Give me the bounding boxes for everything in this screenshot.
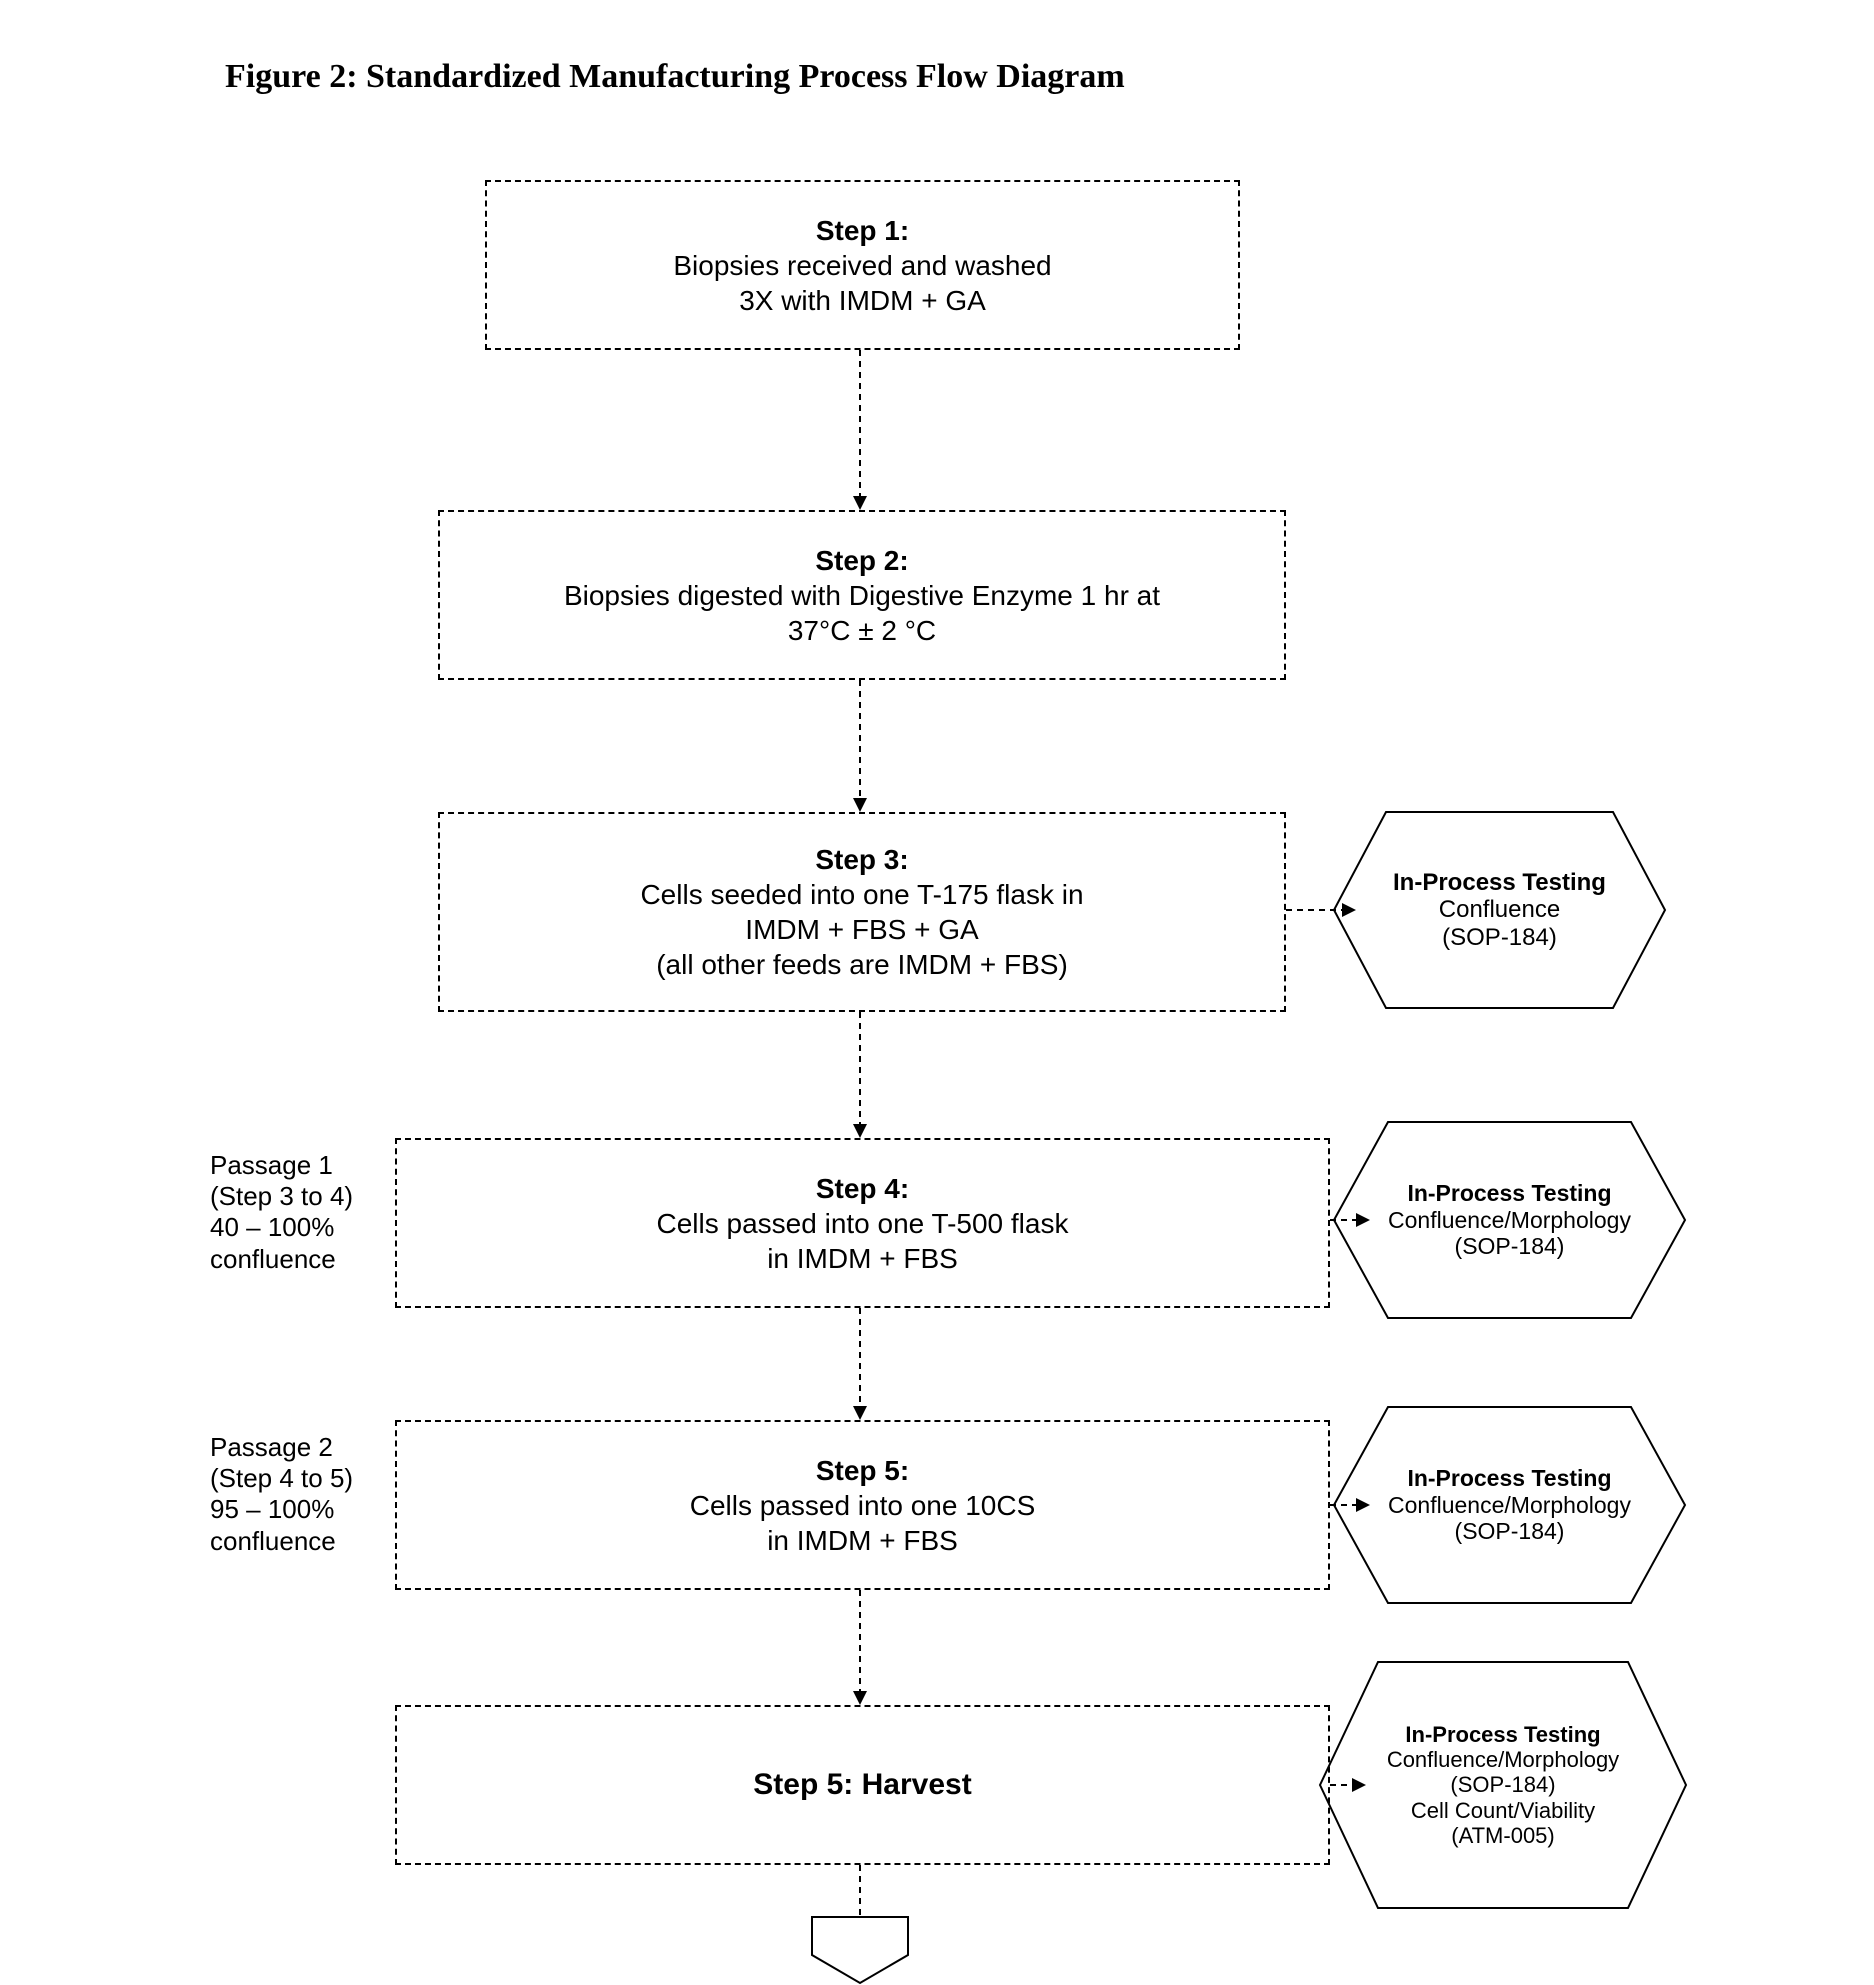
page: Figure 2: Standardized Manufacturing Pro… xyxy=(0,0,1874,1974)
step-5-box: Step 5: Cells passed into one 10CS in IM… xyxy=(395,1420,1330,1590)
hex-step4-head: In-Process Testing xyxy=(1407,1180,1611,1206)
hex-step6-line-1: Confluence/Morphology xyxy=(1387,1747,1619,1772)
step-1-line-2: 3X with IMDM + GA xyxy=(739,283,986,318)
step-4-line-1: Cells passed into one T-500 flask xyxy=(657,1206,1069,1241)
hex-step6-head: In-Process Testing xyxy=(1405,1722,1600,1747)
step-3-line-1: Cells seeded into one T-175 flask in xyxy=(640,877,1083,912)
hex-step5-head: In-Process Testing xyxy=(1407,1465,1611,1491)
step-1-head: Step 1: xyxy=(816,213,909,248)
hex-step3: In-Process Testing Confluence (SOP-184) xyxy=(1332,810,1667,1010)
arrow-step3-step4 xyxy=(849,1012,871,1138)
step-3-head: Step 3: xyxy=(815,842,908,877)
step-3-box: Step 3: Cells seeded into one T-175 flas… xyxy=(438,812,1286,1012)
passage-2-line-2: (Step 4 to 5) xyxy=(210,1463,410,1494)
hex-step4-line-2: (SOP-184) xyxy=(1455,1233,1565,1259)
arrow-step4-step5 xyxy=(849,1308,871,1420)
passage-1-line-2: (Step 3 to 4) xyxy=(210,1181,410,1212)
passage-1-note: Passage 1 (Step 3 to 4) 40 – 100% conflu… xyxy=(210,1150,410,1275)
hex-step6-line-2: (SOP-184) xyxy=(1450,1772,1555,1797)
step-2-head: Step 2: xyxy=(815,543,908,578)
passage-2-note: Passage 2 (Step 4 to 5) 95 – 100% conflu… xyxy=(210,1432,410,1557)
step-1-box: Step 1: Biopsies received and washed 3X … xyxy=(485,180,1240,350)
step-4-line-2: in IMDM + FBS xyxy=(767,1241,958,1276)
passage-2-line-3: 95 – 100% xyxy=(210,1494,410,1525)
step-3-line-2: IMDM + FBS + GA xyxy=(745,912,978,947)
hex-step4-line-1: Confluence/Morphology xyxy=(1388,1207,1631,1233)
passage-2-line-4: confluence xyxy=(210,1526,410,1557)
hex-step5-line-1: Confluence/Morphology xyxy=(1388,1492,1631,1518)
step-5-line-2: in IMDM + FBS xyxy=(767,1523,958,1558)
hex-step6-line-3: Cell Count/Viability xyxy=(1411,1798,1595,1823)
figure-title-prefix: Figure 2: xyxy=(225,58,358,95)
passage-1-line-4: confluence xyxy=(210,1244,410,1275)
step-6-head: Step 5: Harvest xyxy=(753,1766,971,1804)
step-2-box: Step 2: Biopsies digested with Digestive… xyxy=(438,510,1286,680)
hex-step3-line-1: Confluence xyxy=(1439,896,1560,924)
arrow-step5-step6 xyxy=(849,1590,871,1705)
step-5-head: Step 5: xyxy=(816,1453,909,1488)
hex-step6-line-4: (ATM-005) xyxy=(1451,1823,1555,1848)
hex-step5-line-2: (SOP-184) xyxy=(1455,1518,1565,1544)
hex-step6: In-Process Testing Confluence/Morphology… xyxy=(1318,1660,1688,1910)
step-2-line-2: 37°C ± 2 °C xyxy=(788,613,936,648)
step-2-line-1: Biopsies digested with Digestive Enzyme … xyxy=(564,578,1160,613)
arrow-step6-continuation xyxy=(849,1865,871,1915)
arrow-step1-step2 xyxy=(849,350,871,510)
passage-1-line-1: Passage 1 xyxy=(210,1150,410,1181)
figure-title: Figure 2: Standardized Manufacturing Pro… xyxy=(225,58,1125,96)
hex-step5: In-Process Testing Confluence/Morphology… xyxy=(1332,1405,1687,1605)
step-1-line-1: Biopsies received and washed xyxy=(673,248,1051,283)
arrow-step2-step3 xyxy=(849,680,871,812)
step-5-line-1: Cells passed into one 10CS xyxy=(690,1488,1036,1523)
step-3-line-3: (all other feeds are IMDM + FBS) xyxy=(656,947,1068,982)
figure-title-text: Standardized Manufacturing Process Flow … xyxy=(366,58,1125,95)
step-6-box: Step 5: Harvest xyxy=(395,1705,1330,1865)
hex-step4: In-Process Testing Confluence/Morphology… xyxy=(1332,1120,1687,1320)
passage-2-line-1: Passage 2 xyxy=(210,1432,410,1463)
step-4-head: Step 4: xyxy=(816,1171,909,1206)
passage-1-line-3: 40 – 100% xyxy=(210,1212,410,1243)
hex-step3-line-2: (SOP-184) xyxy=(1442,924,1557,952)
hex-step3-head: In-Process Testing xyxy=(1393,869,1606,897)
step-4-box: Step 4: Cells passed into one T-500 flas… xyxy=(395,1138,1330,1308)
continuation-marker xyxy=(810,1915,910,1985)
